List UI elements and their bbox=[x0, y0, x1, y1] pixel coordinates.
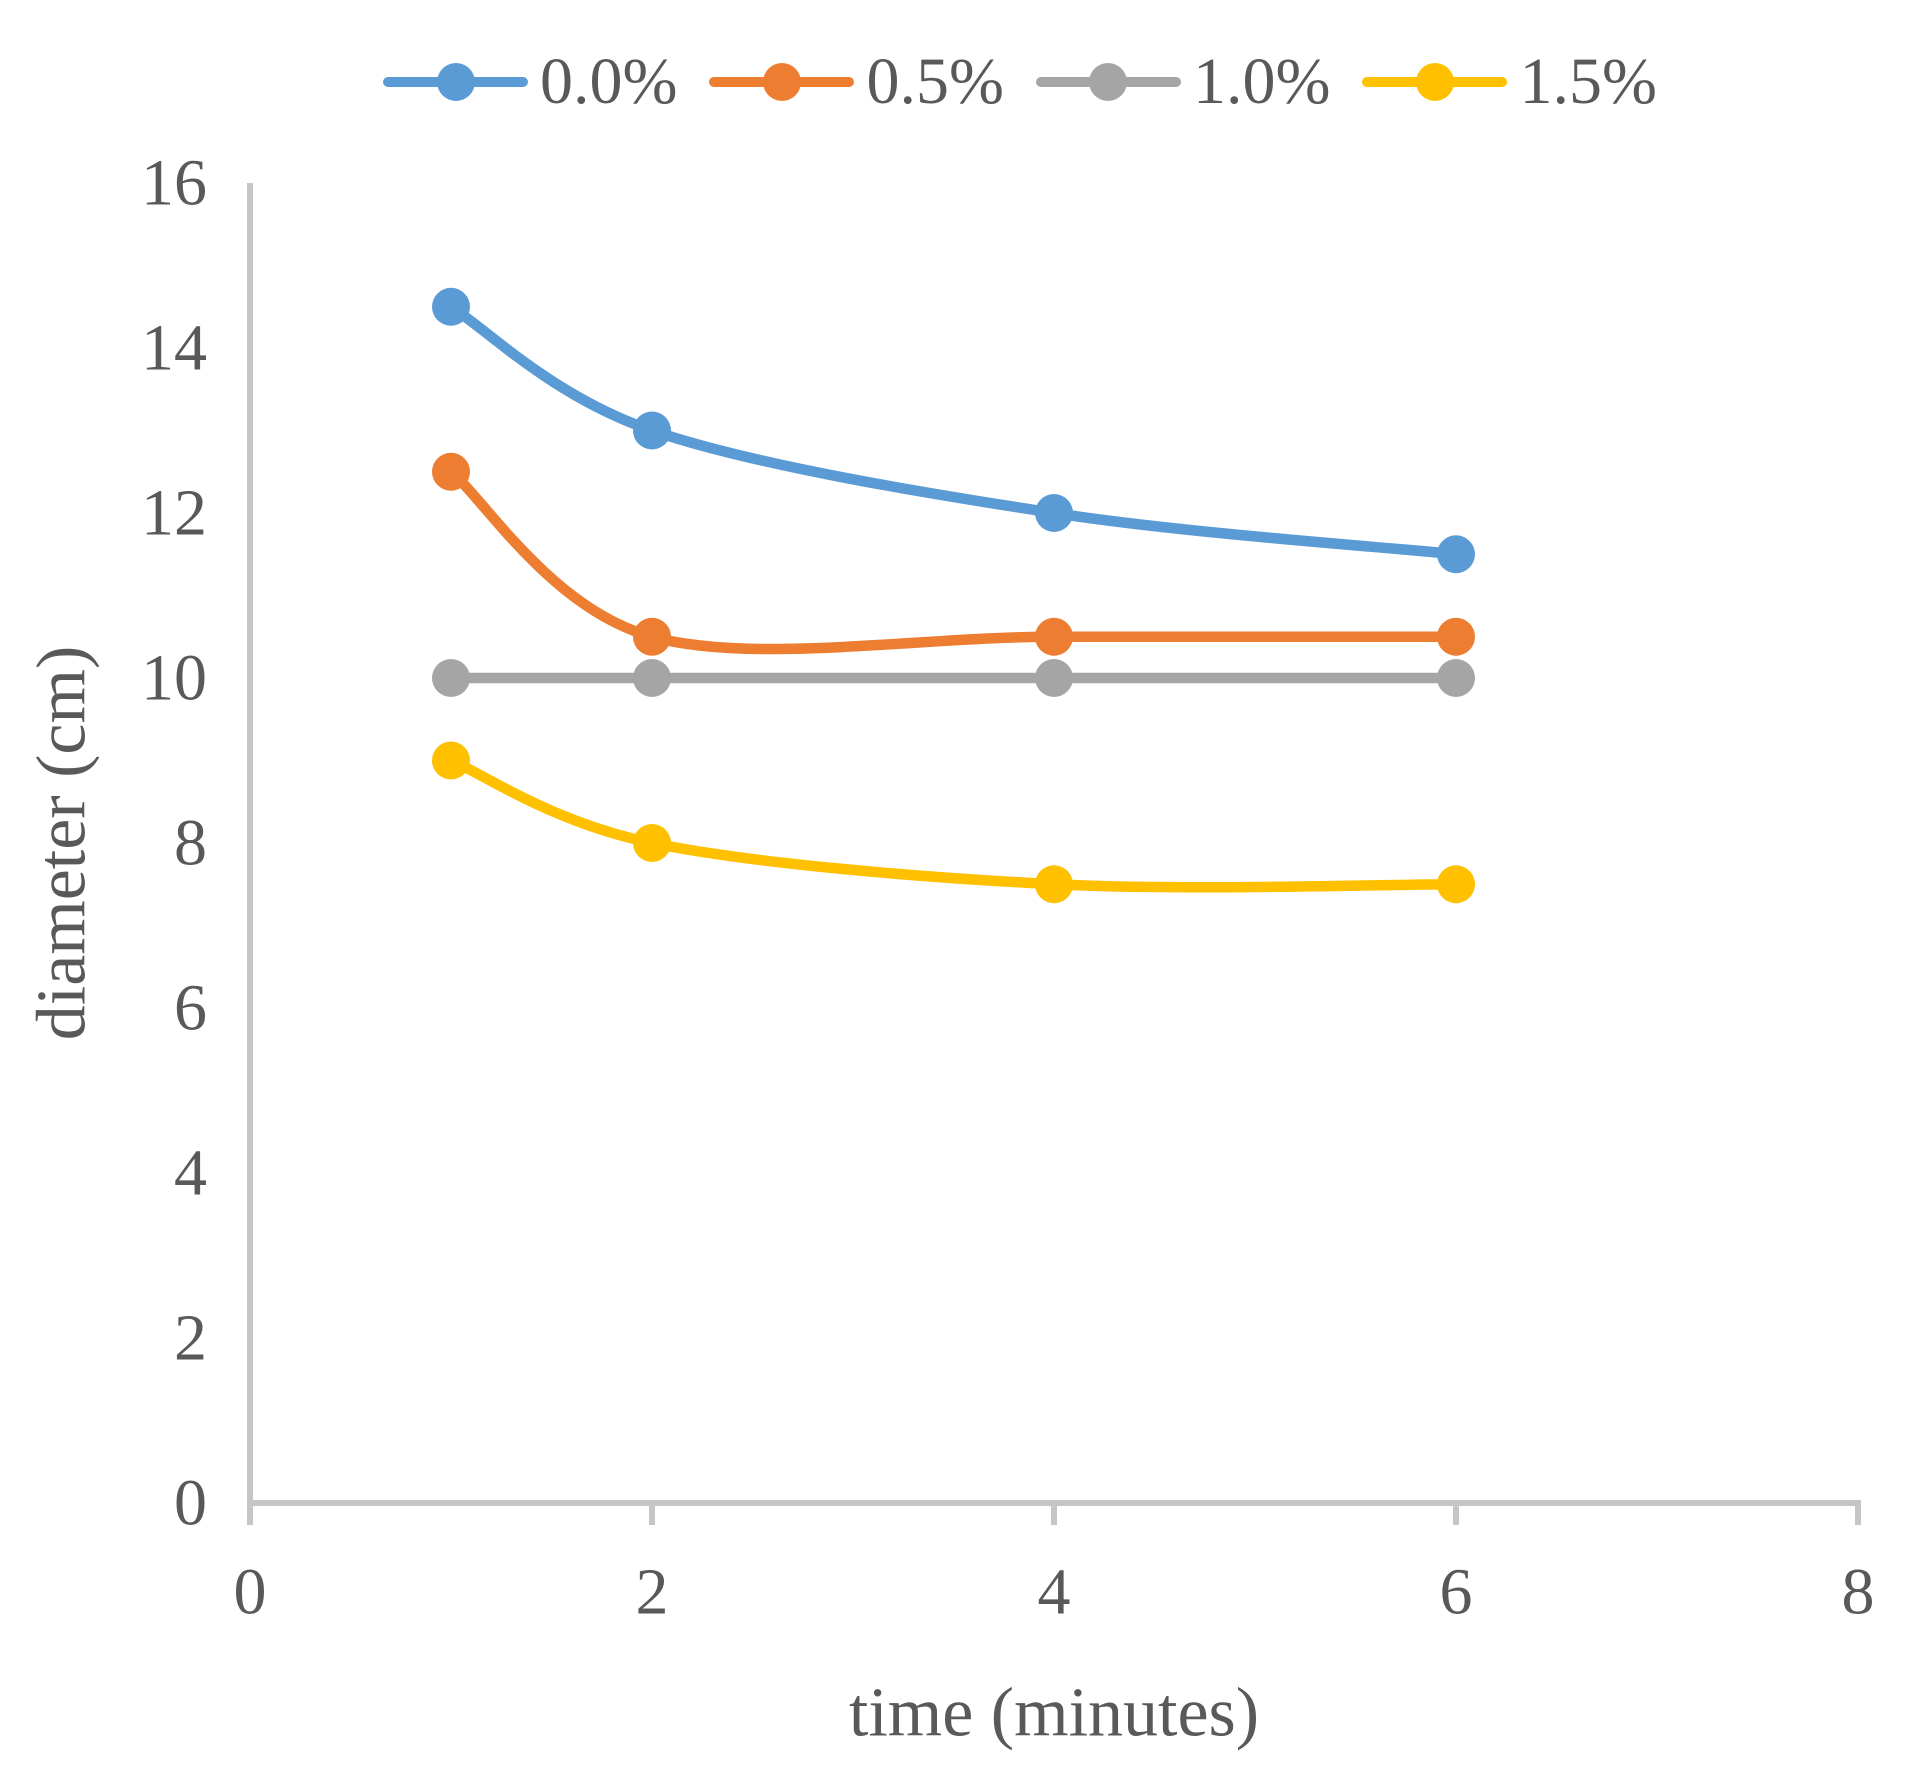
y-tick-label: 2 bbox=[174, 1302, 207, 1375]
legend-dot-icon bbox=[1415, 63, 1454, 101]
series-marker-1.5% bbox=[1437, 865, 1475, 904]
series-marker-1.0% bbox=[432, 659, 470, 697]
series-line-0.5% bbox=[445, 466, 1462, 655]
x-tick-label: 6 bbox=[1440, 1556, 1473, 1629]
y-axis-title: diameter (cm) bbox=[24, 646, 101, 1041]
y-tick-label: 6 bbox=[174, 972, 207, 1045]
x-tick-label: 4 bbox=[1038, 1556, 1071, 1629]
legend-label: 0.0% bbox=[540, 45, 678, 118]
y-tick-label: 10 bbox=[141, 642, 207, 715]
legend-item-0.5%: 0.5% bbox=[709, 45, 1004, 118]
x-tick-label: 8 bbox=[1842, 1556, 1875, 1629]
series-1.0% bbox=[432, 659, 1475, 697]
legend-swatch bbox=[1362, 62, 1508, 102]
series-1.5% bbox=[432, 741, 1475, 904]
legend-label: 0.5% bbox=[866, 45, 1004, 118]
y-tick-label: 4 bbox=[174, 1137, 207, 1210]
y-tick-label: 8 bbox=[174, 807, 207, 880]
legend-dot-icon bbox=[436, 63, 475, 101]
legend-item-0.0%: 0.0% bbox=[383, 49, 677, 115]
series-marker-0.0% bbox=[633, 411, 671, 450]
legend-item-1.0%: 1.0% bbox=[1035, 45, 1331, 118]
y-tick-label: 16 bbox=[141, 147, 207, 220]
series-marker-1.0% bbox=[1437, 659, 1475, 697]
series-marker-1.0% bbox=[1035, 659, 1073, 697]
series-marker-1.5% bbox=[432, 741, 470, 780]
series-group bbox=[432, 287, 1475, 904]
series-line-0.0% bbox=[445, 301, 1462, 560]
legend-swatch bbox=[709, 62, 855, 102]
series-marker-1.5% bbox=[1035, 865, 1073, 904]
axes-group: 0 2 4 6 8 0 2 4 6 8 10 12 14 16 bbox=[141, 147, 1875, 1629]
series-marker-0.5% bbox=[633, 617, 671, 656]
x-tick-label: 2 bbox=[636, 1556, 669, 1629]
legend-dot-icon bbox=[762, 63, 801, 101]
y-tick-label: 14 bbox=[141, 312, 207, 385]
series-marker-0.5% bbox=[1035, 617, 1073, 656]
series-0.5% bbox=[432, 452, 1475, 656]
series-marker-0.0% bbox=[1035, 494, 1073, 532]
y-tick-label: 0 bbox=[174, 1467, 207, 1540]
legend-item-1.5%: 1.5% bbox=[1362, 45, 1657, 118]
legend-label: 1.0% bbox=[1192, 45, 1331, 118]
series-0.0% bbox=[432, 287, 1475, 574]
legend-dot-icon bbox=[1089, 63, 1128, 101]
legend: 0.0% 0.5% 1.0% 1.5% bbox=[383, 30, 1657, 134]
legend-swatch bbox=[1035, 62, 1181, 102]
series-marker-0.5% bbox=[432, 452, 470, 491]
series-marker-1.5% bbox=[633, 824, 671, 862]
series-line-1.5% bbox=[445, 755, 1462, 893]
legend-label: 1.5% bbox=[1519, 45, 1657, 118]
y-tick-label: 12 bbox=[141, 477, 207, 550]
series-marker-0.5% bbox=[1437, 617, 1475, 656]
series-marker-0.0% bbox=[1437, 535, 1475, 574]
series-marker-0.0% bbox=[432, 287, 470, 326]
legend-swatch bbox=[383, 62, 528, 102]
series-marker-1.0% bbox=[633, 659, 671, 697]
x-axis-title: time (minutes) bbox=[849, 1675, 1259, 1752]
x-tick-label: 0 bbox=[234, 1556, 267, 1629]
